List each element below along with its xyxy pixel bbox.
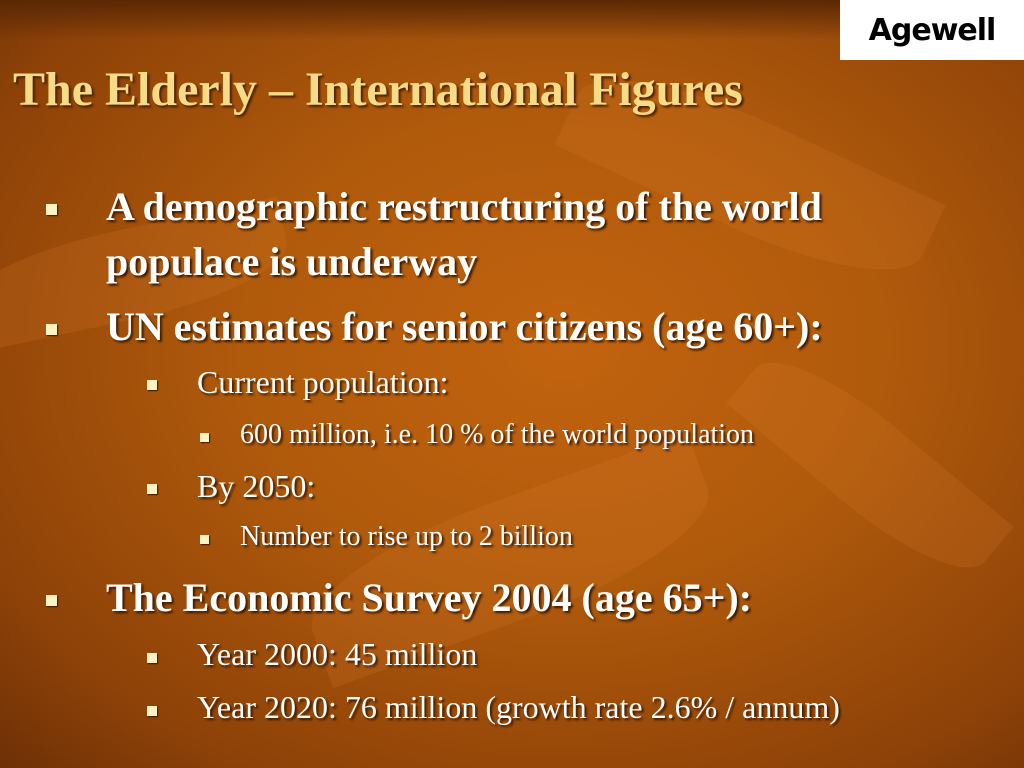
bullet-icon [46,204,57,215]
background-leaf [726,334,1014,596]
bullet-text: Year 2000: 45 million [197,636,478,672]
bullet-text: populace is underway [106,239,478,284]
bullet-text: Number to rise up to 2 billion [240,521,573,552]
bullet-text: UN estimates for senior citizens (age 60… [106,304,823,349]
bullet-text: 600 million, i.e. 10 % of the world popu… [240,419,755,450]
bullet-text: By 2050: [197,468,316,504]
bullet-icon [147,653,157,663]
bullet-text: A demographic restructuring of the world [106,184,822,229]
logo-text: Agewell [868,12,997,48]
bullet-text: The Economic Survey 2004 (age 65+): [106,575,753,620]
bullet-text: Current population: [197,364,449,400]
agewell-logo: Agewell [840,0,1024,60]
bullet-icon [147,484,157,494]
slide-title: The Elderly – International Figures [13,63,743,116]
bullet-icon [200,433,209,442]
bullet-icon [46,324,57,335]
bullet-icon [46,595,57,606]
bullet-icon [200,535,209,544]
bullet-text: Year 2020: 76 million (growth rate 2.6% … [197,689,840,725]
bullet-icon [147,380,157,390]
bullet-icon [147,706,157,716]
